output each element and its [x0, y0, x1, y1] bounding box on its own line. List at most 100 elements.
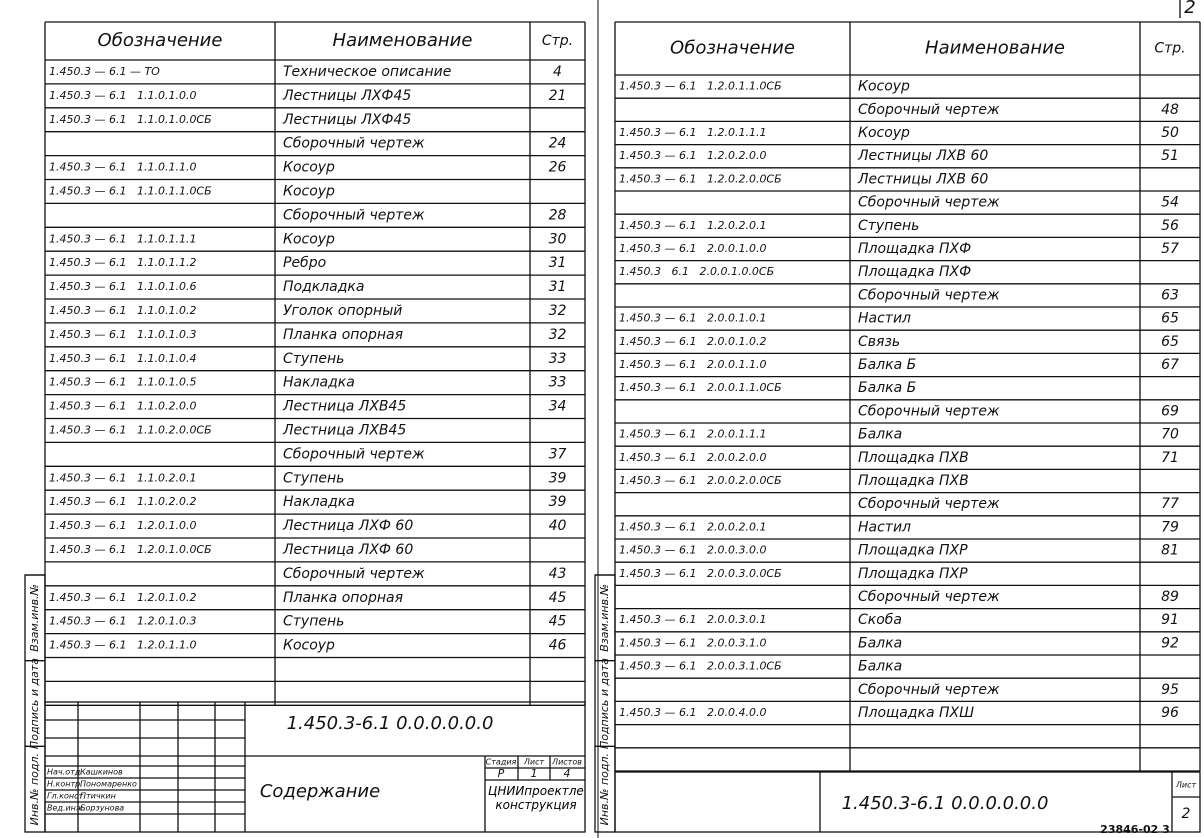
- page-number: 51: [1161, 148, 1179, 164]
- item-name: Лестницы ЛХВ 60: [857, 148, 988, 164]
- designation: 1.450.3 — 6.1 2.0.0.1.1.0: [619, 358, 766, 371]
- designation: 1.450.3 — 6.1 1.1.0.1.0.6: [49, 280, 196, 293]
- designation: 1.450.3 — 6.1 2.0.0.1.0.0: [619, 242, 766, 255]
- page-number: 92: [1161, 635, 1179, 651]
- item-name: Сборочный чертеж: [858, 287, 1000, 303]
- stamp-label: Инв.№ подл.: [598, 753, 611, 825]
- page-number: 70: [1161, 427, 1179, 443]
- item-name: Косоур: [858, 125, 910, 141]
- designation: 1.450.3 — 6.1 1.2.0.1.0.0СБ: [49, 543, 212, 556]
- page-number: 48: [1161, 102, 1179, 118]
- designation: 1.450.3 — 6.1 2.0.0.1.1.0СБ: [619, 381, 782, 394]
- designation: 1.450.3 — 6.1 1.1.0.2.0.0СБ: [49, 423, 212, 436]
- person-role: Вед.инж.: [47, 804, 86, 813]
- person-role: Нач.отд.: [47, 768, 83, 777]
- stamp-label: Подпись и дата: [28, 658, 41, 749]
- page-number: 89: [1161, 589, 1179, 605]
- page-number: 65: [1161, 334, 1179, 350]
- item-name: Площадка ПХР: [858, 566, 968, 582]
- sheet-number: 1: [531, 767, 538, 780]
- page-number: 77: [1161, 496, 1179, 512]
- item-name: Сборочный чертеж: [283, 446, 425, 462]
- page-number: 45: [549, 590, 567, 606]
- item-name: Накладка: [283, 494, 355, 510]
- designation: 1.450.3 — 6.1 2.0.0.3.1.0СБ: [619, 660, 782, 673]
- item-name: Косоур: [858, 79, 910, 95]
- item-name: Балка Б: [858, 380, 916, 396]
- item-name: Лестницы ЛХФ45: [282, 88, 411, 104]
- designation: 1.450.3 — 6.1 2.0.0.2.0.1: [619, 520, 766, 533]
- page-number: 67: [1161, 357, 1179, 373]
- designation: 1.450.3 — 6.1 1.2.0.2.0.0: [619, 149, 766, 162]
- header-designation: Обозначение: [670, 38, 795, 59]
- item-name: Лестница ЛХВ45: [282, 399, 406, 415]
- designation: 1.450.3 — 6.1 1.1.0.1.1.0: [49, 161, 196, 174]
- header-name: Наименование: [333, 30, 473, 51]
- designation: 1.450.3 — 6.1 2.0.0.4.0.0: [619, 706, 766, 719]
- item-name: Сборочный чертеж: [283, 566, 425, 582]
- stamp-label: Взам.инв.№: [28, 584, 41, 652]
- item-name: Балка: [858, 659, 902, 675]
- designation: 1.450.3 — 6.1 1.1.0.1.0.4: [49, 352, 196, 365]
- page-number: 95: [1161, 682, 1179, 698]
- designation: 1.450.3 — 6.1 2.0.0.1.1.1: [619, 428, 766, 441]
- designation: 1.450.3 — 6.1 1.1.0.1.0.0: [49, 89, 196, 102]
- item-name: Настил: [858, 519, 911, 535]
- designation: 1.450.3 — 6.1 1.2.0.1.0.0: [49, 519, 196, 532]
- item-name: Лестницы ЛХВ 60: [857, 171, 988, 187]
- designation: 1.450.3 — 6.1 1.2.0.1.1.0СБ: [619, 80, 782, 93]
- designation: 1.450.3 — 6.1 2.0.0.3.0.1: [619, 613, 766, 626]
- item-name: Площадка ПХФ: [858, 241, 971, 257]
- item-name: Уголок опорный: [283, 303, 402, 319]
- designation: 1.450.3 — 6.1 1.1.0.1.0.0СБ: [49, 113, 212, 126]
- archive-number: 23846-02 3: [1100, 823, 1170, 836]
- item-name: Площадка ПХШ: [858, 705, 974, 721]
- item-name: Косоур: [283, 231, 335, 247]
- sheet-label: Лист: [523, 758, 545, 767]
- designation: 1.450.3 — 6.1 2.0.0.3.0.0СБ: [619, 567, 782, 580]
- item-name: Планка опорная: [283, 590, 403, 606]
- page-number: 24: [549, 136, 567, 152]
- item-name: Сборочный чертеж: [283, 207, 425, 223]
- page-number: 30: [549, 231, 567, 247]
- item-name: Ступень: [283, 351, 344, 367]
- designation: 1.450.3 — 6.1 1.1.0.1.1.2: [49, 256, 196, 269]
- title-block-1: 1.450.3-6.1 0.0.0.0.0.0 Содержание Стади…: [44, 701, 586, 833]
- item-name: Балка Б: [858, 357, 916, 373]
- designation: 1.450.3 — 6.1 1.1.0.1.0.2: [49, 304, 196, 317]
- stamp-label: Инв.№ подл.: [28, 753, 41, 825]
- item-name: Балка: [858, 427, 902, 443]
- page-number: 37: [549, 446, 567, 462]
- item-name: Сборочный чертеж: [283, 136, 425, 152]
- item-name: Ребро: [283, 255, 326, 271]
- item-name: Сборочный чертеж: [858, 496, 1000, 512]
- item-name: Лестницы ЛХФ45: [282, 112, 411, 128]
- header-designation: Обозначение: [98, 30, 223, 51]
- item-name: Лестница ЛХФ 60: [282, 518, 413, 534]
- page-number: 46: [549, 638, 567, 654]
- designation: 1.450.3 — 6.1 — ТО: [49, 65, 160, 78]
- item-name: Площадка ПХФ: [858, 264, 971, 280]
- item-name: Сборочный чертеж: [858, 102, 1000, 118]
- doc-title: Содержание: [260, 781, 380, 802]
- item-name: Лестница ЛХФ 60: [282, 542, 413, 558]
- designation: 1.450.3 — 6.1 2.0.0.1.0.2: [619, 335, 766, 348]
- page-number: 39: [549, 470, 567, 486]
- item-name: Лестница ЛХВ45: [282, 422, 406, 438]
- designation: 1.450.3 — 6.1 1.2.0.1.1.1: [619, 126, 766, 139]
- item-name: Сборочный чертеж: [858, 195, 1000, 211]
- sheet-label: Лист: [1175, 781, 1197, 790]
- item-name: Техническое описание: [283, 64, 451, 80]
- page-number: 57: [1161, 241, 1179, 257]
- page-number: 43: [549, 566, 567, 582]
- item-name: Планка опорная: [283, 327, 403, 343]
- sheets-count: 4: [564, 767, 571, 780]
- item-name: Подкладка: [283, 279, 364, 295]
- page-number: 69: [1161, 403, 1179, 419]
- designation: 1.450.3 — 6.1 2.0.0.1.0.1: [619, 312, 766, 325]
- designation: 1.450.3 — 6.1 1.1.0.1.1.1: [49, 232, 196, 245]
- person-role: Н.контр.: [47, 780, 83, 789]
- organization-box: ЦНИИпроектлег-конструкция: [488, 784, 584, 812]
- designation: 1.450.3 — 6.1 1.2.0.1.1.0: [49, 639, 196, 652]
